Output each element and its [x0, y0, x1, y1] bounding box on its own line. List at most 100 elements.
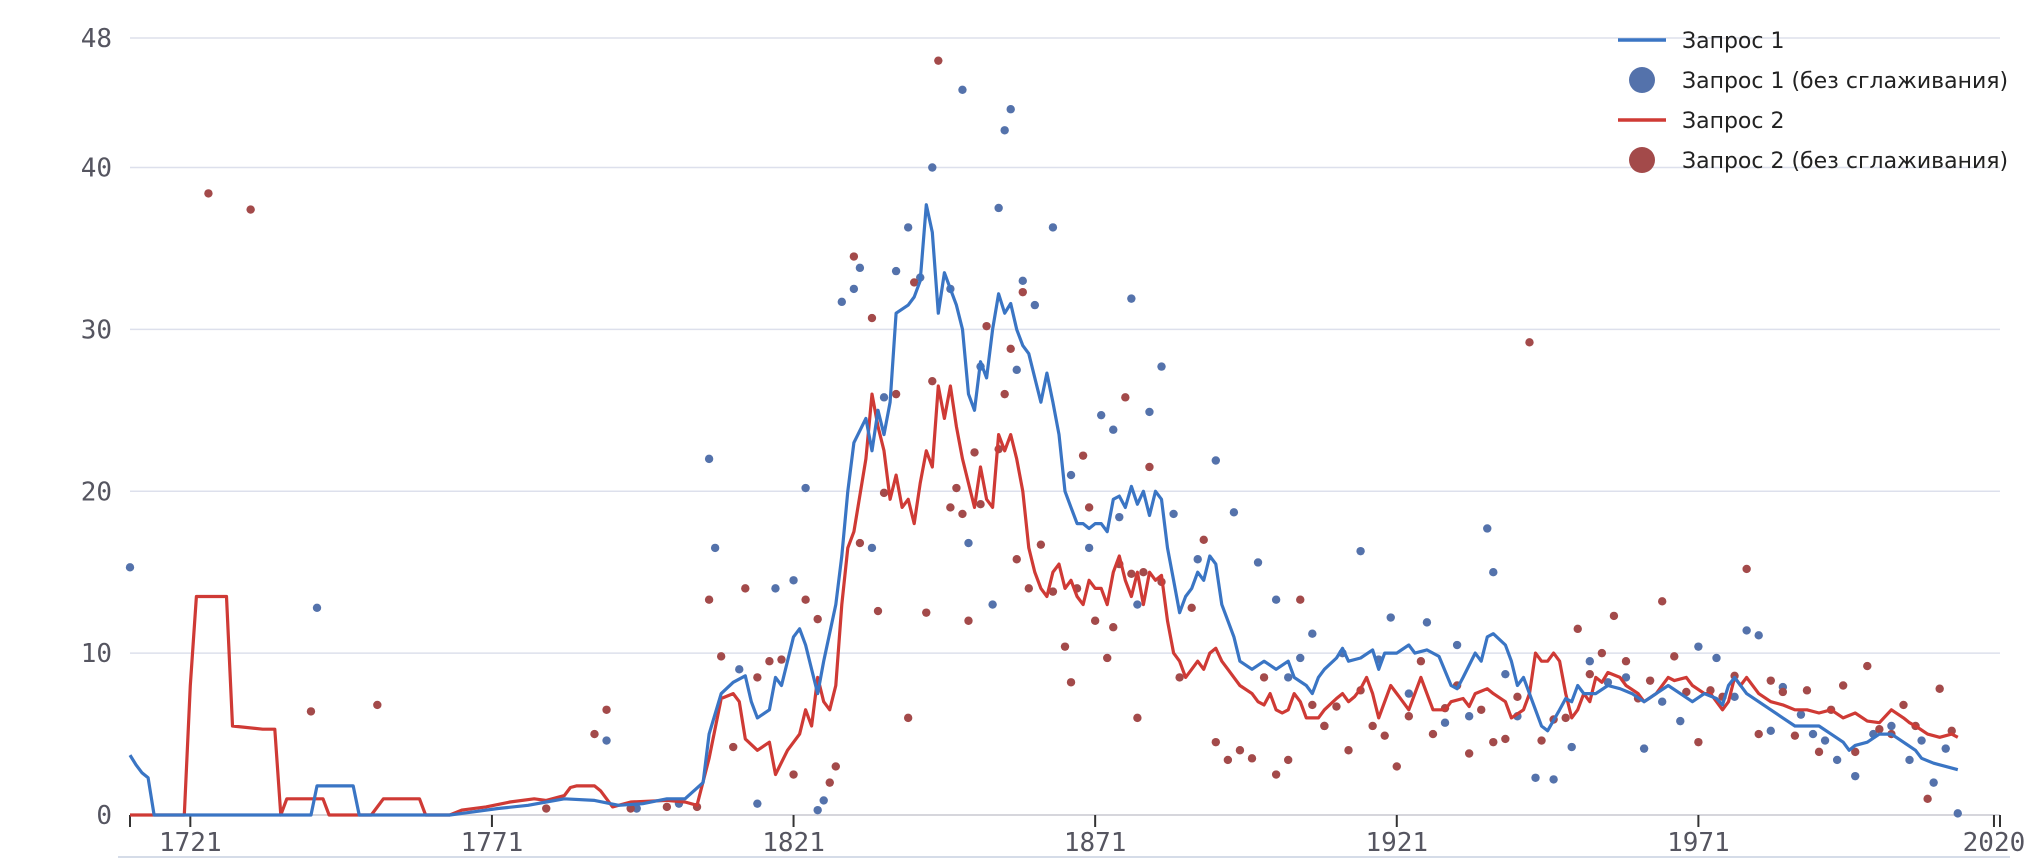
data-point: [1428, 729, 1438, 739]
y-axis: 0 10 20 30 40 48: [81, 24, 112, 831]
data-point: [1308, 629, 1317, 638]
data-point: [729, 742, 738, 752]
data-point: [849, 284, 859, 294]
x-tick-label: 1871: [1064, 828, 1127, 858]
data-point: [1923, 794, 1932, 804]
data-point: [1513, 692, 1522, 702]
data-point: [855, 538, 865, 548]
legend-label: Запрос 2 (без сглаживания): [1682, 149, 2008, 174]
data-point: [1676, 716, 1685, 726]
data-point: [1235, 746, 1245, 755]
data-point: [1609, 611, 1619, 621]
data-point: [1006, 344, 1015, 353]
data-point: [1084, 503, 1094, 512]
data-point: [1851, 747, 1860, 757]
data-point: [1808, 729, 1818, 739]
data-point: [837, 297, 847, 307]
data-point: [1621, 673, 1631, 682]
data-point: [1899, 700, 1908, 710]
data-point: [765, 657, 774, 666]
legend-item[interactable]: Запрос 1: [1618, 29, 1784, 54]
data-point: [1247, 754, 1257, 763]
data-point: [1796, 710, 1806, 719]
data-point: [831, 762, 840, 771]
data-point: [1133, 600, 1142, 609]
data-point: [1133, 713, 1142, 723]
y-tick-label: 10: [81, 639, 112, 669]
data-point: [801, 595, 810, 604]
legend-item[interactable]: Запрос 2 (без сглаживания): [1629, 147, 2008, 174]
legend-item[interactable]: Запрос 2: [1618, 109, 1784, 134]
data-point: [982, 321, 991, 331]
data-point: [1030, 300, 1040, 310]
data-point: [1271, 770, 1281, 779]
data-point: [903, 223, 913, 232]
data-point: [994, 203, 1003, 213]
data-point: [1253, 558, 1263, 567]
data-point: [1561, 713, 1570, 723]
data-point: [753, 673, 762, 682]
data-point: [1657, 697, 1667, 706]
data-point: [1320, 721, 1329, 731]
data-point: [632, 804, 641, 813]
data-point: [1754, 729, 1763, 739]
data-point: [1090, 616, 1100, 625]
data-point: [1121, 393, 1130, 402]
legend[interactable]: Запрос 1 Запрос 1 (без сглаживания) Запрос…: [1618, 29, 2008, 174]
data-point: [716, 652, 726, 661]
data-point: [1929, 778, 1938, 787]
data-point: [964, 616, 973, 625]
data-point: [879, 488, 889, 498]
data-point: [1585, 657, 1595, 666]
legend-dot-swatch: [1629, 147, 1655, 173]
data-point: [1157, 362, 1166, 371]
data-point: [1199, 535, 1208, 545]
data-point: [1139, 567, 1148, 577]
data-point: [1639, 744, 1649, 753]
data-point: [1404, 689, 1414, 698]
data-point: [1742, 564, 1751, 574]
data-point: [879, 393, 889, 402]
data-point: [909, 278, 919, 287]
data-point: [1109, 425, 1118, 434]
legend-item[interactable]: Запрос 1 (без сглаживания): [1629, 67, 2008, 94]
data-point: [1766, 676, 1775, 685]
legend-label: Запрос 1 (без сглаживания): [1682, 69, 2008, 94]
data-point: [1187, 603, 1196, 612]
y-tick-label: 30: [81, 315, 112, 345]
data-point: [306, 707, 316, 716]
data-point: [1712, 653, 1721, 663]
data-point: [1657, 597, 1667, 606]
data-point: [1229, 508, 1239, 517]
data-point: [1489, 737, 1498, 747]
data-point: [1953, 809, 1962, 818]
data-point: [1048, 587, 1058, 596]
data-point: [873, 606, 883, 616]
data-point: [1127, 569, 1136, 579]
data-point: [1645, 676, 1655, 685]
data-point: [958, 85, 967, 95]
y-tick-label: 40: [81, 154, 112, 184]
data-point: [1489, 567, 1498, 577]
legend-label: Запрос 1: [1682, 29, 1784, 54]
data-point: [952, 483, 961, 493]
data-point: [1694, 642, 1703, 651]
data-point: [988, 600, 997, 609]
data-point: [1863, 661, 1872, 671]
data-point: [1814, 747, 1824, 757]
data-point: [928, 376, 937, 386]
data-point: [1440, 718, 1450, 727]
data-point: [777, 655, 786, 664]
data-point: [542, 804, 551, 813]
data-point: [867, 543, 877, 553]
data-point: [1024, 584, 1034, 593]
data-point: [1694, 737, 1703, 747]
data-point: [1368, 721, 1377, 731]
data-point: [1096, 410, 1106, 420]
data-point: [1682, 687, 1691, 697]
data-point: [1754, 631, 1763, 640]
data-point: [1573, 624, 1582, 634]
data-point: [1477, 705, 1486, 714]
data-point: [1386, 613, 1395, 622]
data-point: [204, 189, 213, 198]
